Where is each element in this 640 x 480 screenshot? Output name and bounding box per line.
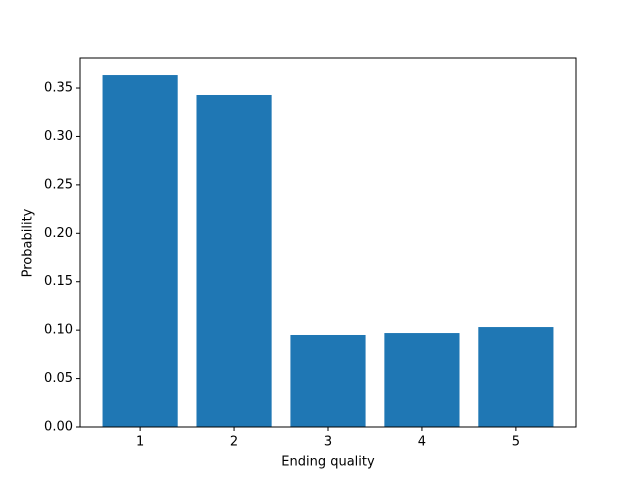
x-tick-label: 5: [512, 435, 520, 450]
y-tick-label: 0.35: [44, 81, 73, 96]
bar: [196, 94, 272, 427]
y-tick-label: 0.20: [44, 226, 73, 241]
y-tick-label: 0.10: [44, 323, 73, 338]
bar: [384, 333, 460, 427]
x-tick-label: 4: [418, 435, 426, 450]
y-tick-label: 0.25: [44, 177, 73, 192]
bar: [478, 327, 554, 427]
y-tick-label: 0.30: [44, 129, 73, 144]
y-tick-label: 0.15: [44, 274, 73, 289]
x-tick-label: 2: [230, 435, 238, 450]
y-tick-label: 0.00: [44, 420, 73, 435]
x-tick-label: 3: [324, 435, 332, 450]
plot-frame: [79, 57, 577, 428]
bar: [102, 75, 178, 428]
bar: [290, 334, 366, 427]
x-tick-label: 1: [136, 435, 144, 450]
y-axis-label: Probability: [21, 208, 36, 277]
y-tick-label: 0.05: [44, 371, 73, 386]
x-axis-label: Ending quality: [281, 455, 375, 470]
